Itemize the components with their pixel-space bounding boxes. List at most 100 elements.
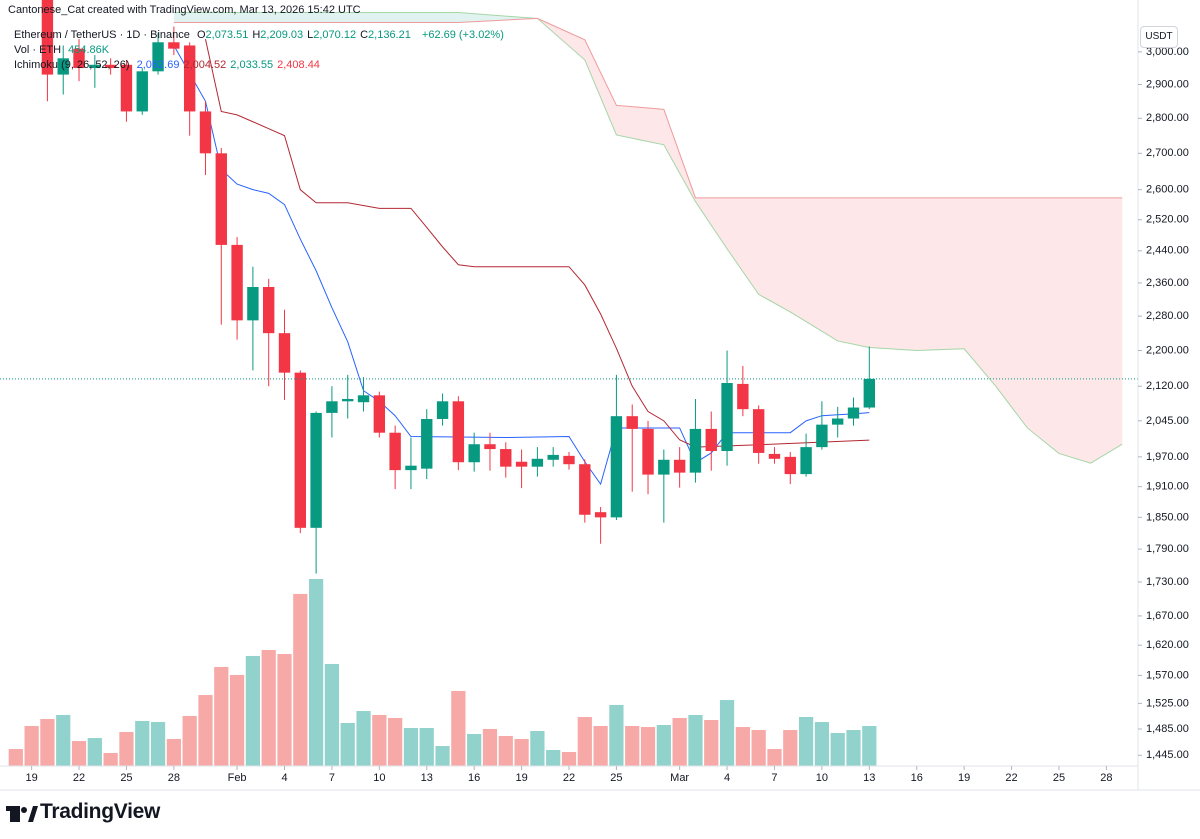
candle-body	[484, 444, 496, 450]
candle-body	[737, 383, 749, 410]
candle-body	[168, 42, 180, 49]
candle-body	[326, 401, 338, 413]
volume-bar	[435, 746, 450, 766]
volume-bar	[182, 715, 197, 766]
brand-logo	[6, 806, 38, 822]
candle-body	[421, 418, 433, 469]
x-tick-label: 4	[724, 772, 730, 784]
volume-bar	[372, 714, 387, 766]
candle-body	[436, 401, 449, 419]
y-tick-label: 2,280.00	[1146, 310, 1189, 322]
volume-bar	[166, 738, 181, 766]
candle-body	[215, 153, 227, 245]
symbol: Ethereum / TetherUS · 1D · Binance	[14, 29, 190, 41]
volume-bar	[640, 727, 656, 766]
cloud-fill	[1027, 197, 1059, 454]
cloud-fill	[584, 39, 617, 135]
volume-bar	[388, 717, 403, 766]
x-tick-label: 4	[281, 772, 287, 784]
y-tick-label: 2,200.00	[1146, 344, 1189, 356]
indicator-value: 2,408.44	[277, 59, 320, 71]
candle-body	[784, 456, 796, 475]
volume-bar	[419, 728, 434, 766]
x-tick-label: 7	[771, 772, 777, 784]
volume-bar	[482, 728, 498, 766]
volume-bar	[577, 717, 592, 766]
volume-bar	[688, 714, 703, 766]
volume-bar	[308, 579, 324, 766]
candle-body	[120, 64, 133, 112]
y-tick-label: 2,600.00	[1146, 184, 1189, 196]
y-tick-label: 2,360.00	[1146, 277, 1189, 289]
x-tick-label: Mar	[670, 772, 689, 784]
candle-body	[247, 287, 259, 321]
logo-dot	[21, 807, 27, 813]
x-tick-label: 22	[73, 772, 85, 784]
candle-body	[73, 48, 85, 69]
cloud-fill	[1090, 197, 1123, 464]
x-tick-label: 19	[958, 772, 970, 784]
candle-body	[752, 409, 765, 453]
volume-bar	[150, 722, 166, 766]
x-tick-label: 25	[610, 772, 622, 784]
candle-body	[136, 71, 148, 112]
candle-body	[468, 444, 480, 463]
span-a-line	[173, 12, 1123, 464]
candle-body	[579, 464, 591, 515]
volume-bar	[530, 730, 545, 766]
indicator-value: 2,062.69	[136, 59, 180, 71]
y-tick-label: 1,670.00	[1146, 610, 1189, 622]
volume-bar	[87, 738, 102, 766]
ohlc-label: O	[196, 29, 206, 41]
change: +62.69 (+3.02%)	[421, 29, 504, 41]
ohlc: O2,073.51 H2,209.03 L2,070.12 C2,136.21	[197, 29, 415, 41]
candle-body	[626, 416, 638, 429]
x-tick-label: 25	[120, 772, 132, 784]
x-tick-label: 28	[168, 772, 180, 784]
axes: 3,000.00 2,900.00 2,800.00 2,700.00 2,600.00…	[0, 0, 1200, 791]
y-tick-label: 1,970.00	[1146, 451, 1189, 463]
y-tick-label: 1,485.00	[1146, 723, 1189, 735]
volume-bar	[451, 690, 466, 766]
volume-bar	[261, 649, 276, 766]
candle-body	[278, 333, 291, 373]
ohlc-value: 2,070.12	[313, 29, 357, 41]
cloud-fill	[616, 105, 664, 145]
y-tick-label: 2,440.00	[1146, 245, 1189, 257]
x-tick-label: 19	[25, 772, 37, 784]
y-tick-label: 1,910.00	[1146, 481, 1189, 493]
candle-body	[373, 395, 386, 433]
indicator: Ichimoku (9, 26, 52, 26)	[14, 59, 130, 71]
candle-body	[389, 432, 401, 471]
cloud-fill	[458, 12, 538, 23]
volume-bar	[625, 725, 640, 766]
cloud-fill	[1058, 197, 1091, 464]
candle-body	[673, 459, 686, 473]
candle-body	[183, 45, 196, 112]
candle-body	[57, 58, 69, 75]
volume-bar	[356, 711, 371, 766]
candle-body	[515, 461, 528, 467]
candle-body	[863, 378, 875, 408]
cloud-fill	[916, 197, 965, 351]
candle-body	[547, 454, 559, 460]
ohlc-value: 2,073.51	[205, 29, 249, 41]
x-tick-label: 28	[1100, 772, 1112, 784]
x-tick-label: 16	[911, 772, 923, 784]
volume-bar	[846, 730, 861, 766]
volume-bar	[135, 720, 150, 766]
volume-bar	[119, 731, 134, 766]
volume-bar	[798, 717, 814, 766]
logo-bar	[10, 806, 20, 822]
volume-bar	[103, 752, 118, 766]
y-tick-label: 1,620.00	[1146, 639, 1189, 651]
volume-bar	[214, 666, 229, 766]
plot-area	[0, 0, 1138, 766]
volume-bar	[830, 733, 845, 766]
y-tick-label: 1,730.00	[1146, 576, 1189, 588]
volume-bar	[8, 749, 23, 766]
candle-body	[294, 372, 306, 528]
volume-value: 454.86K	[68, 44, 110, 56]
